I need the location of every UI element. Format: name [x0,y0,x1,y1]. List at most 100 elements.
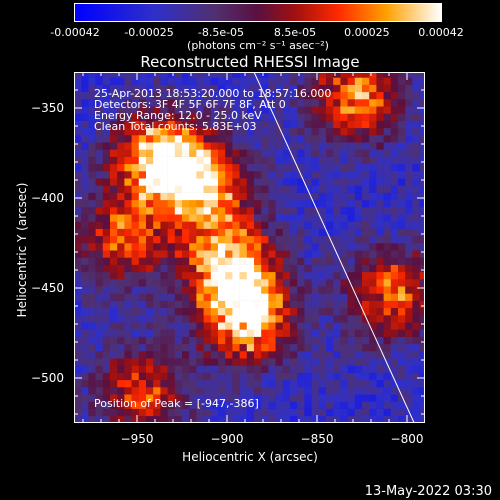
heat-cell [340,401,348,409]
heat-cell [383,192,392,201]
heat-cell [225,264,233,273]
heat-cell [124,171,132,179]
heat-cell [333,171,341,179]
heat-cell [405,178,413,186]
heat-cell [333,372,341,381]
heat-cell [318,243,327,251]
heat-cell [297,142,305,150]
heat-cell [167,257,176,265]
heat-cell [167,228,176,237]
heat-cell [102,250,111,258]
heat-cell [318,415,327,423]
heat-cell [81,415,89,423]
heat-cell [297,415,305,423]
heat-cell [232,235,240,244]
heat-cell [138,163,147,172]
heat-cell [196,199,204,208]
heat-cell [102,156,111,165]
heat-cell [239,84,248,93]
heat-cell [196,415,204,423]
heat-cell [225,192,233,201]
heat-cell [275,329,284,337]
heat-cell [88,77,96,85]
heat-cell [340,286,348,294]
heat-cell [138,142,147,150]
heat-cell [362,243,370,251]
heat-cell [124,185,132,193]
heat-cell [232,336,240,345]
heat-cell [282,221,291,229]
heat-cell [95,387,104,395]
heat-cell [182,178,190,186]
heat-cell [210,394,219,402]
heat-cell [225,286,233,294]
heat-cell [390,387,399,395]
heat-cell [318,156,327,165]
heat-cell [110,214,118,222]
heat-cell [160,207,168,215]
heat-cell [146,264,154,273]
heat-cell [419,415,425,423]
heat-cell [412,408,420,417]
heat-cell [160,322,168,330]
heat-cell [174,106,183,114]
heat-cell [246,336,255,345]
heat-cell [218,379,226,388]
heat-cell [326,394,334,402]
heat-cell [239,91,248,100]
heat-cell [419,127,425,136]
heat-cell [261,372,269,381]
heat-cell [369,415,377,423]
heat-cell [419,329,425,337]
heat-cell [290,257,298,265]
heat-cell [196,77,204,85]
heat-cell [102,178,111,186]
heat-cell [254,286,262,294]
heat-cell [203,408,212,417]
heat-cell [354,72,363,78]
heat-cell [254,307,262,316]
heat-cell [275,214,284,222]
heat-cell [88,401,96,409]
heat-cell [218,415,226,423]
heat-cell [232,127,240,136]
heat-cell [326,408,334,417]
heat-cell [110,142,118,150]
heat-cell [326,171,334,179]
heat-cell [131,178,140,186]
heat-cell [268,214,276,222]
heat-cell [225,250,233,258]
heat-cell [74,142,82,150]
heat-cell [174,228,183,237]
heat-cell [354,214,363,222]
heat-cell [354,243,363,251]
heat-cell [74,372,82,381]
heat-cell [398,149,406,157]
heat-cell [225,235,233,244]
heat-cell [318,142,327,150]
heat-cell [405,293,413,301]
heat-cell [218,120,226,129]
heat-cell [318,271,327,280]
heat-cell [254,365,262,373]
heat-cell [174,135,183,143]
heat-cell [297,300,305,309]
heat-cell [246,235,255,244]
heat-cell [261,315,269,323]
heat-cell [203,235,212,244]
heat-cell [95,199,104,208]
heat-cell [174,243,183,251]
heat-cell [189,207,197,215]
heat-cell [297,372,305,381]
heat-cell [254,235,262,244]
heat-cell [340,106,348,114]
heat-cell [412,149,420,157]
heat-cell [304,127,312,136]
heat-cell [261,113,269,121]
heat-cell [297,343,305,352]
heat-cell [347,394,356,402]
heat-cell [354,192,363,201]
heat-cell [318,127,327,136]
heat-cell [131,156,140,165]
heat-cell [340,156,348,165]
